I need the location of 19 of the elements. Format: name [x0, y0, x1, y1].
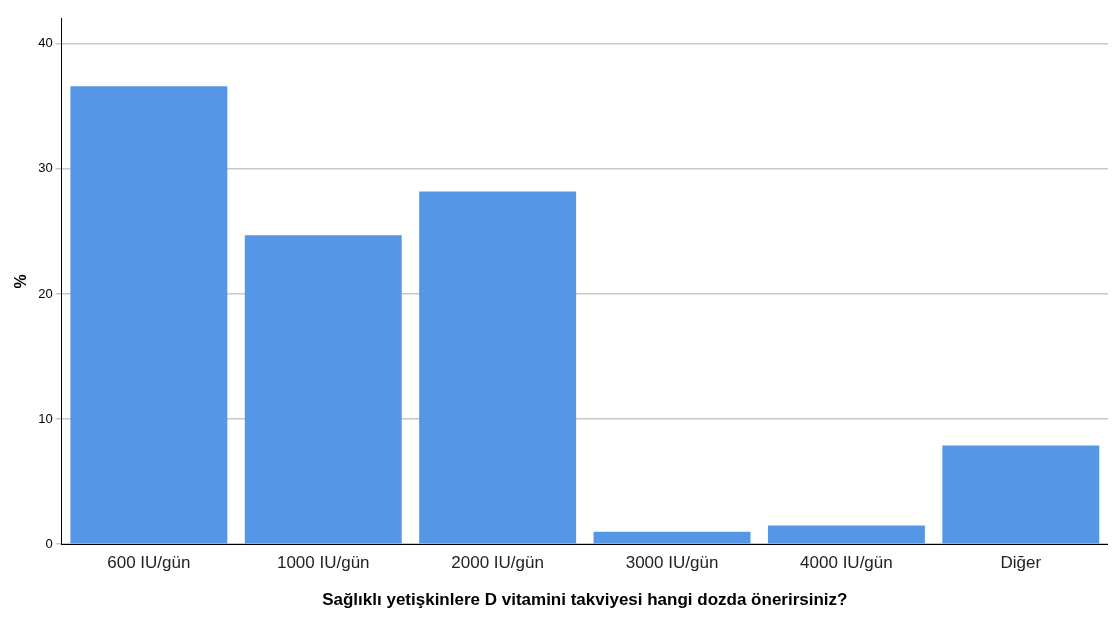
y-axis-title: %	[12, 274, 30, 289]
bar	[942, 445, 1100, 544]
y-tick-label: 30	[38, 160, 53, 176]
bar	[593, 531, 751, 544]
y-tick-label: 20	[38, 285, 53, 301]
bar	[767, 525, 925, 544]
y-tick-label: 40	[38, 35, 53, 51]
bar	[70, 86, 228, 544]
x-tick-label: 2000 IU/gün	[451, 553, 544, 573]
x-axis-title: Sağlıklı yetişkinlere D vitamini takviyesi hangi dozda önerirsiniz?	[322, 590, 848, 610]
x-tick-label: Diğer	[1000, 553, 1042, 573]
y-tick-label: 0	[45, 535, 53, 551]
y-tick-label: 10	[38, 410, 53, 426]
x-tick-label: 1000 IU/gün	[276, 553, 370, 573]
x-tick-label: 4000 IU/gün	[800, 553, 893, 573]
x-tick-label: 3000 IU/gün	[625, 553, 719, 573]
bar	[244, 235, 402, 544]
bar	[419, 191, 577, 544]
x-tick-label: 600 IU/gün	[107, 553, 191, 573]
